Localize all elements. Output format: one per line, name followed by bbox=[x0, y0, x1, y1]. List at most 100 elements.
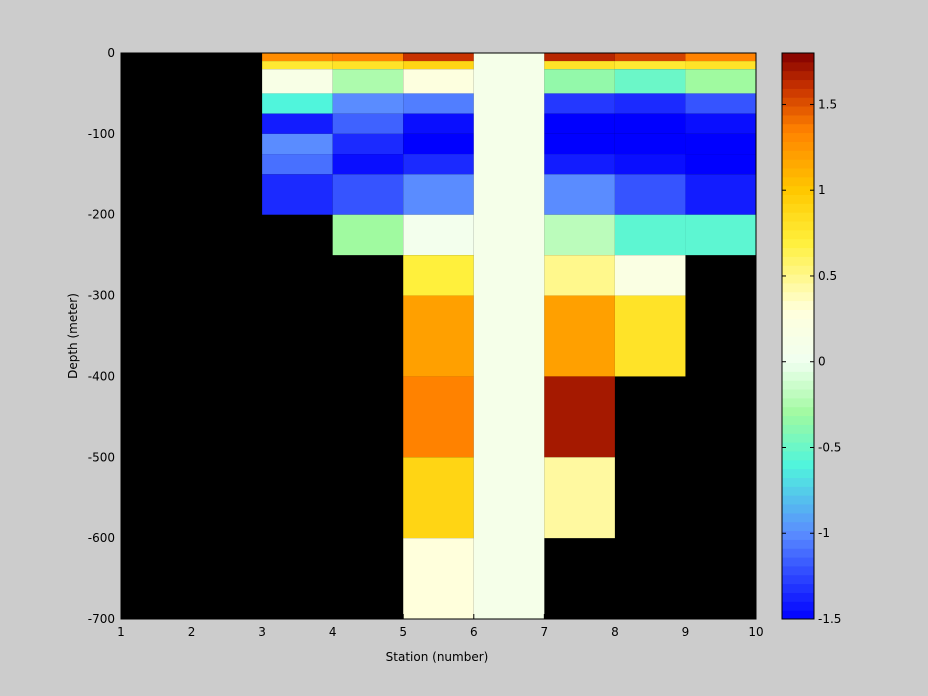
heatmap-cell bbox=[544, 214, 615, 256]
heatmap-cell bbox=[403, 61, 474, 70]
colorbar-tick-label: 0.5 bbox=[818, 269, 837, 283]
colorbar-swatch bbox=[782, 309, 814, 319]
colorbar-tick-label: -1.5 bbox=[818, 612, 841, 626]
heatmap-cell bbox=[544, 133, 615, 155]
colorbar-swatch bbox=[782, 167, 814, 178]
x-tick-label: 6 bbox=[470, 625, 478, 639]
colorbar-tick-label: 1.5 bbox=[818, 97, 837, 111]
heatmap-cell bbox=[544, 295, 615, 377]
heatmap-cell bbox=[685, 214, 756, 256]
heatmap-cell bbox=[403, 93, 474, 114]
colorbar-swatch bbox=[782, 97, 814, 107]
colorbar-swatch bbox=[782, 592, 814, 602]
y-tick-label: -400 bbox=[88, 369, 115, 383]
heatmap-cell bbox=[332, 61, 404, 70]
colorbar-swatch bbox=[782, 229, 814, 240]
heatmap-cell bbox=[332, 113, 404, 134]
colorbar-swatch bbox=[782, 336, 814, 346]
colorbar-swatch bbox=[782, 389, 814, 399]
x-tick-label: 8 bbox=[611, 625, 619, 639]
heatmap-cell bbox=[262, 113, 333, 134]
colorbar-tick-label: 0 bbox=[818, 355, 826, 369]
x-tick-label: 3 bbox=[258, 625, 266, 639]
heatmap-cell bbox=[614, 93, 686, 114]
colorbar-swatch bbox=[782, 495, 814, 505]
heatmap-cell bbox=[614, 133, 686, 155]
y-tick-label: -500 bbox=[88, 450, 115, 464]
heatmap-cell bbox=[544, 113, 615, 134]
heatmap-cell bbox=[685, 113, 756, 134]
x-tick-label: 1 bbox=[117, 625, 125, 639]
heatmap-cell bbox=[544, 255, 615, 296]
plot-frame bbox=[120, 52, 757, 620]
heatmap-cell bbox=[262, 53, 333, 62]
colorbar-swatch bbox=[782, 203, 814, 213]
heatmap-cell bbox=[685, 93, 756, 114]
colorbar-swatch bbox=[782, 601, 814, 611]
heatmap-cell bbox=[614, 61, 686, 70]
heatmap-cell bbox=[403, 133, 474, 155]
heatmap-cell bbox=[544, 174, 615, 215]
colorbar-swatch bbox=[782, 424, 814, 434]
colorbar-swatch bbox=[782, 486, 814, 496]
colorbar-swatch bbox=[782, 327, 814, 337]
colorbar-swatch bbox=[782, 433, 814, 443]
colorbar: 1.5 1 0.5 0 -0.5 -1 -1.5 bbox=[781, 52, 841, 626]
x-tick-label: 9 bbox=[682, 625, 690, 639]
colorbar-swatch bbox=[782, 583, 814, 593]
colorbar-swatch bbox=[782, 318, 814, 328]
heatmap-cell bbox=[685, 133, 756, 155]
y-axis-label: Depth (meter) bbox=[66, 293, 80, 379]
heatmap-cell bbox=[403, 113, 474, 134]
colorbar-swatch bbox=[782, 468, 814, 478]
heatmap-cell bbox=[332, 214, 404, 256]
colorbar-swatch bbox=[782, 132, 814, 142]
colorbar-swatch bbox=[782, 610, 814, 620]
colorbar-swatch bbox=[782, 79, 814, 89]
colorbar-swatch bbox=[782, 176, 814, 187]
colorbar-swatch bbox=[782, 415, 814, 425]
heatmap-cell bbox=[473, 53, 545, 619]
y-tick-label: -200 bbox=[88, 208, 115, 222]
colorbar-swatch bbox=[782, 450, 814, 461]
heatmap-cell bbox=[403, 174, 474, 215]
heatmap-cell bbox=[403, 255, 474, 296]
heatmap-cells bbox=[262, 53, 756, 619]
x-tick-label: 2 bbox=[188, 625, 196, 639]
heatmap-cell bbox=[614, 154, 686, 175]
colorbar-swatch bbox=[782, 300, 814, 310]
heatmap-cell bbox=[544, 69, 615, 94]
colorbar-swatch bbox=[782, 574, 814, 585]
heatmap-cell bbox=[403, 154, 474, 175]
heatmap-cell bbox=[332, 93, 404, 114]
colorbar-swatch bbox=[782, 406, 814, 417]
heatmap-cell bbox=[685, 69, 756, 94]
colorbar-swatch bbox=[782, 265, 814, 275]
colorbar-swatch bbox=[782, 159, 814, 169]
heatmap-cell bbox=[614, 255, 686, 296]
y-tick-label: -700 bbox=[88, 612, 115, 626]
x-tick-label: 10 bbox=[748, 625, 763, 639]
heatmap-cell bbox=[262, 133, 333, 155]
heatmap-cell bbox=[544, 376, 615, 458]
colorbar-swatch bbox=[782, 442, 814, 452]
colorbar-swatch bbox=[782, 256, 814, 266]
x-tick-label: 4 bbox=[329, 625, 337, 639]
heatmap-cell bbox=[614, 174, 686, 215]
colorbar-tick-label: -1 bbox=[818, 526, 830, 540]
colorbar-tick-label: 1 bbox=[818, 183, 826, 197]
heatmap-cell bbox=[262, 61, 333, 70]
heatmap-cell bbox=[544, 61, 615, 70]
heatmap-cell bbox=[262, 174, 333, 215]
colorbar-swatch bbox=[782, 521, 814, 532]
heatmap-cell bbox=[403, 376, 474, 458]
colorbar-swatch bbox=[782, 291, 814, 302]
colorbar-swatch bbox=[782, 123, 814, 134]
colorbar-swatch bbox=[782, 61, 814, 72]
heatmap-cell bbox=[332, 174, 404, 215]
heatmap-cell bbox=[614, 69, 686, 94]
colorbar-swatch bbox=[782, 247, 814, 257]
y-tick-label: 0 bbox=[107, 46, 115, 60]
heatmap-cell bbox=[332, 53, 404, 62]
